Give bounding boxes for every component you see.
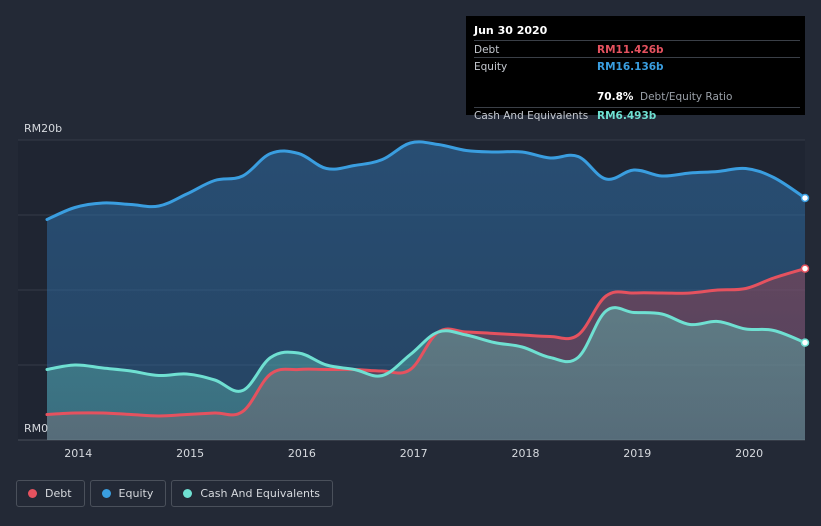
debt-line (45, 267, 807, 418)
tooltip-ratio-value: 70.8% (597, 91, 634, 103)
x-tick-label: 2017 (400, 447, 428, 460)
y-axis-labels: RM20b RM0 (24, 122, 62, 435)
legend-cash[interactable]: Cash And Equivalents (171, 480, 333, 507)
x-tick-label: 2019 (623, 447, 651, 460)
cash-and-equivalents-end-marker[interactable] (800, 338, 810, 347)
x-tick-label: 2020 (735, 447, 763, 460)
tooltip-panel: Jun 30 2020 Debt RM11.426b Equity RM16.1… (466, 16, 805, 122)
legend: Debt Equity Cash And Equivalents (16, 480, 333, 507)
x-tick-label: 2014 (64, 447, 92, 460)
tooltip-row-debt: Debt RM11.426b (474, 40, 800, 58)
tooltip-date: Jun 30 2020 (474, 24, 548, 37)
cash-dot-icon (183, 489, 193, 498)
legend-debt-label: Debt (45, 487, 72, 500)
legend-equity[interactable]: Equity (89, 480, 167, 507)
x-axis-labels: 2014 2015 2016 2017 2018 2019 2020 (64, 447, 763, 460)
end-markers (800, 193, 810, 347)
tooltip-cash-value: RM6.493b (597, 110, 657, 122)
tooltip-cash-label: Cash And Equivalents (474, 110, 589, 122)
x-tick-label: 2015 (176, 447, 204, 460)
cash-and-equivalents-area (47, 307, 805, 440)
equity-dot-icon (101, 489, 111, 498)
x-tick-label: 2016 (288, 447, 316, 460)
y-tick-label: RM0 (24, 422, 48, 435)
equity-line (45, 140, 807, 221)
series-areas (47, 141, 805, 440)
legend-equity-label: Equity (118, 487, 154, 500)
tooltip-equity-label: Equity (474, 61, 508, 73)
tooltip-row-cash: Cash And Equivalents RM6.493b (474, 107, 800, 125)
y-tick-label: RM20b (24, 122, 62, 135)
debt-dot-icon (28, 489, 37, 498)
tooltip-row-equity: Equity RM16.136b (474, 57, 800, 92)
legend-debt[interactable]: Debt (16, 480, 85, 507)
legend-cash-label: Cash And Equivalents (200, 487, 320, 500)
tooltip-debt-label: Debt (474, 44, 500, 56)
cash-and-equivalents-line (45, 306, 807, 393)
series-lines (45, 140, 807, 418)
tooltip-ratio-label: Debt/Equity Ratio (640, 91, 733, 103)
equity-end-marker[interactable] (800, 193, 810, 203)
tooltip-debt-value: RM11.426b (597, 44, 664, 56)
tooltip-equity-value: RM16.136b (597, 61, 664, 73)
x-tick-label: 2018 (512, 447, 540, 460)
tooltip-row-ratio-holder (474, 90, 800, 107)
debt-end-marker[interactable] (800, 264, 810, 273)
